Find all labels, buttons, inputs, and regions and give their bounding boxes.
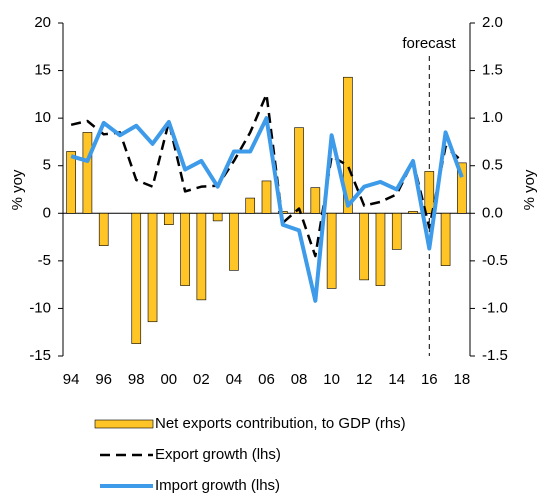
y-tick-label: -15 — [29, 347, 51, 364]
x-tick-label: 12 — [356, 371, 373, 388]
bar — [310, 187, 321, 214]
bar — [391, 212, 402, 250]
x-tick-label: 16 — [421, 371, 438, 388]
bar — [180, 212, 190, 286]
y2-tick-label: 1.0 — [482, 109, 503, 126]
bar — [245, 197, 256, 214]
x-tick-label: 08 — [291, 371, 308, 388]
y2-axis-label: % yoy — [521, 169, 538, 210]
bar — [82, 132, 93, 214]
annotation: forecast — [402, 35, 456, 52]
y2-tick-label: -1.0 — [482, 299, 508, 316]
y-tick-label: 20 — [34, 14, 51, 31]
x-tick-label: 94 — [63, 371, 80, 388]
line — [70, 116, 464, 303]
y2-tick-label: 0.0 — [482, 204, 503, 221]
bar — [147, 212, 158, 323]
x-tick-label: 06 — [258, 371, 275, 388]
x-tick-label: 10 — [323, 371, 340, 388]
y2-tick-label: -1.5 — [482, 347, 508, 364]
line — [70, 93, 463, 258]
bar — [98, 212, 109, 246]
legend-label: Net exports contribution, to GDP (rhs) — [155, 415, 406, 432]
x-tick-label: 04 — [226, 371, 243, 388]
x-tick-label: 14 — [388, 371, 405, 388]
x-tick-label: 02 — [193, 371, 210, 388]
y-tick-label: -5 — [38, 252, 51, 269]
y-axis-label: % yoy — [9, 169, 26, 210]
bar — [131, 212, 142, 344]
bar — [261, 180, 272, 214]
bar — [212, 212, 223, 222]
y-tick-label: 5 — [43, 157, 51, 174]
x-tick-label: 00 — [160, 371, 177, 388]
bar — [424, 171, 435, 214]
y-tick-label: 15 — [34, 62, 51, 79]
x-tick-label: 98 — [128, 371, 145, 388]
x-tick-label: 96 — [95, 371, 112, 388]
y-tick-label: 0 — [43, 204, 51, 221]
bar — [164, 212, 174, 226]
y-tick-label: 10 — [34, 109, 51, 126]
legend-swatch — [94, 419, 154, 429]
y-tick-label: -10 — [29, 299, 51, 316]
legend-label: Export growth (lhs) — [155, 446, 281, 463]
bar — [343, 76, 353, 214]
y2-tick-label: 1.5 — [482, 62, 503, 79]
bar — [359, 212, 369, 281]
bar — [66, 151, 76, 214]
y2-tick-label: -0.5 — [482, 252, 508, 269]
bar — [457, 162, 467, 214]
y2-tick-label: 2.0 — [482, 14, 503, 31]
bar — [440, 212, 451, 266]
bar — [294, 127, 304, 214]
x-tick-label: 18 — [454, 371, 471, 388]
bar — [375, 212, 386, 286]
y2-tick-label: 0.5 — [482, 157, 503, 174]
bar — [196, 212, 207, 301]
legend-label: Import growth (lhs) — [155, 477, 280, 494]
bar — [408, 211, 418, 214]
bar — [326, 212, 337, 289]
bar — [229, 212, 239, 271]
